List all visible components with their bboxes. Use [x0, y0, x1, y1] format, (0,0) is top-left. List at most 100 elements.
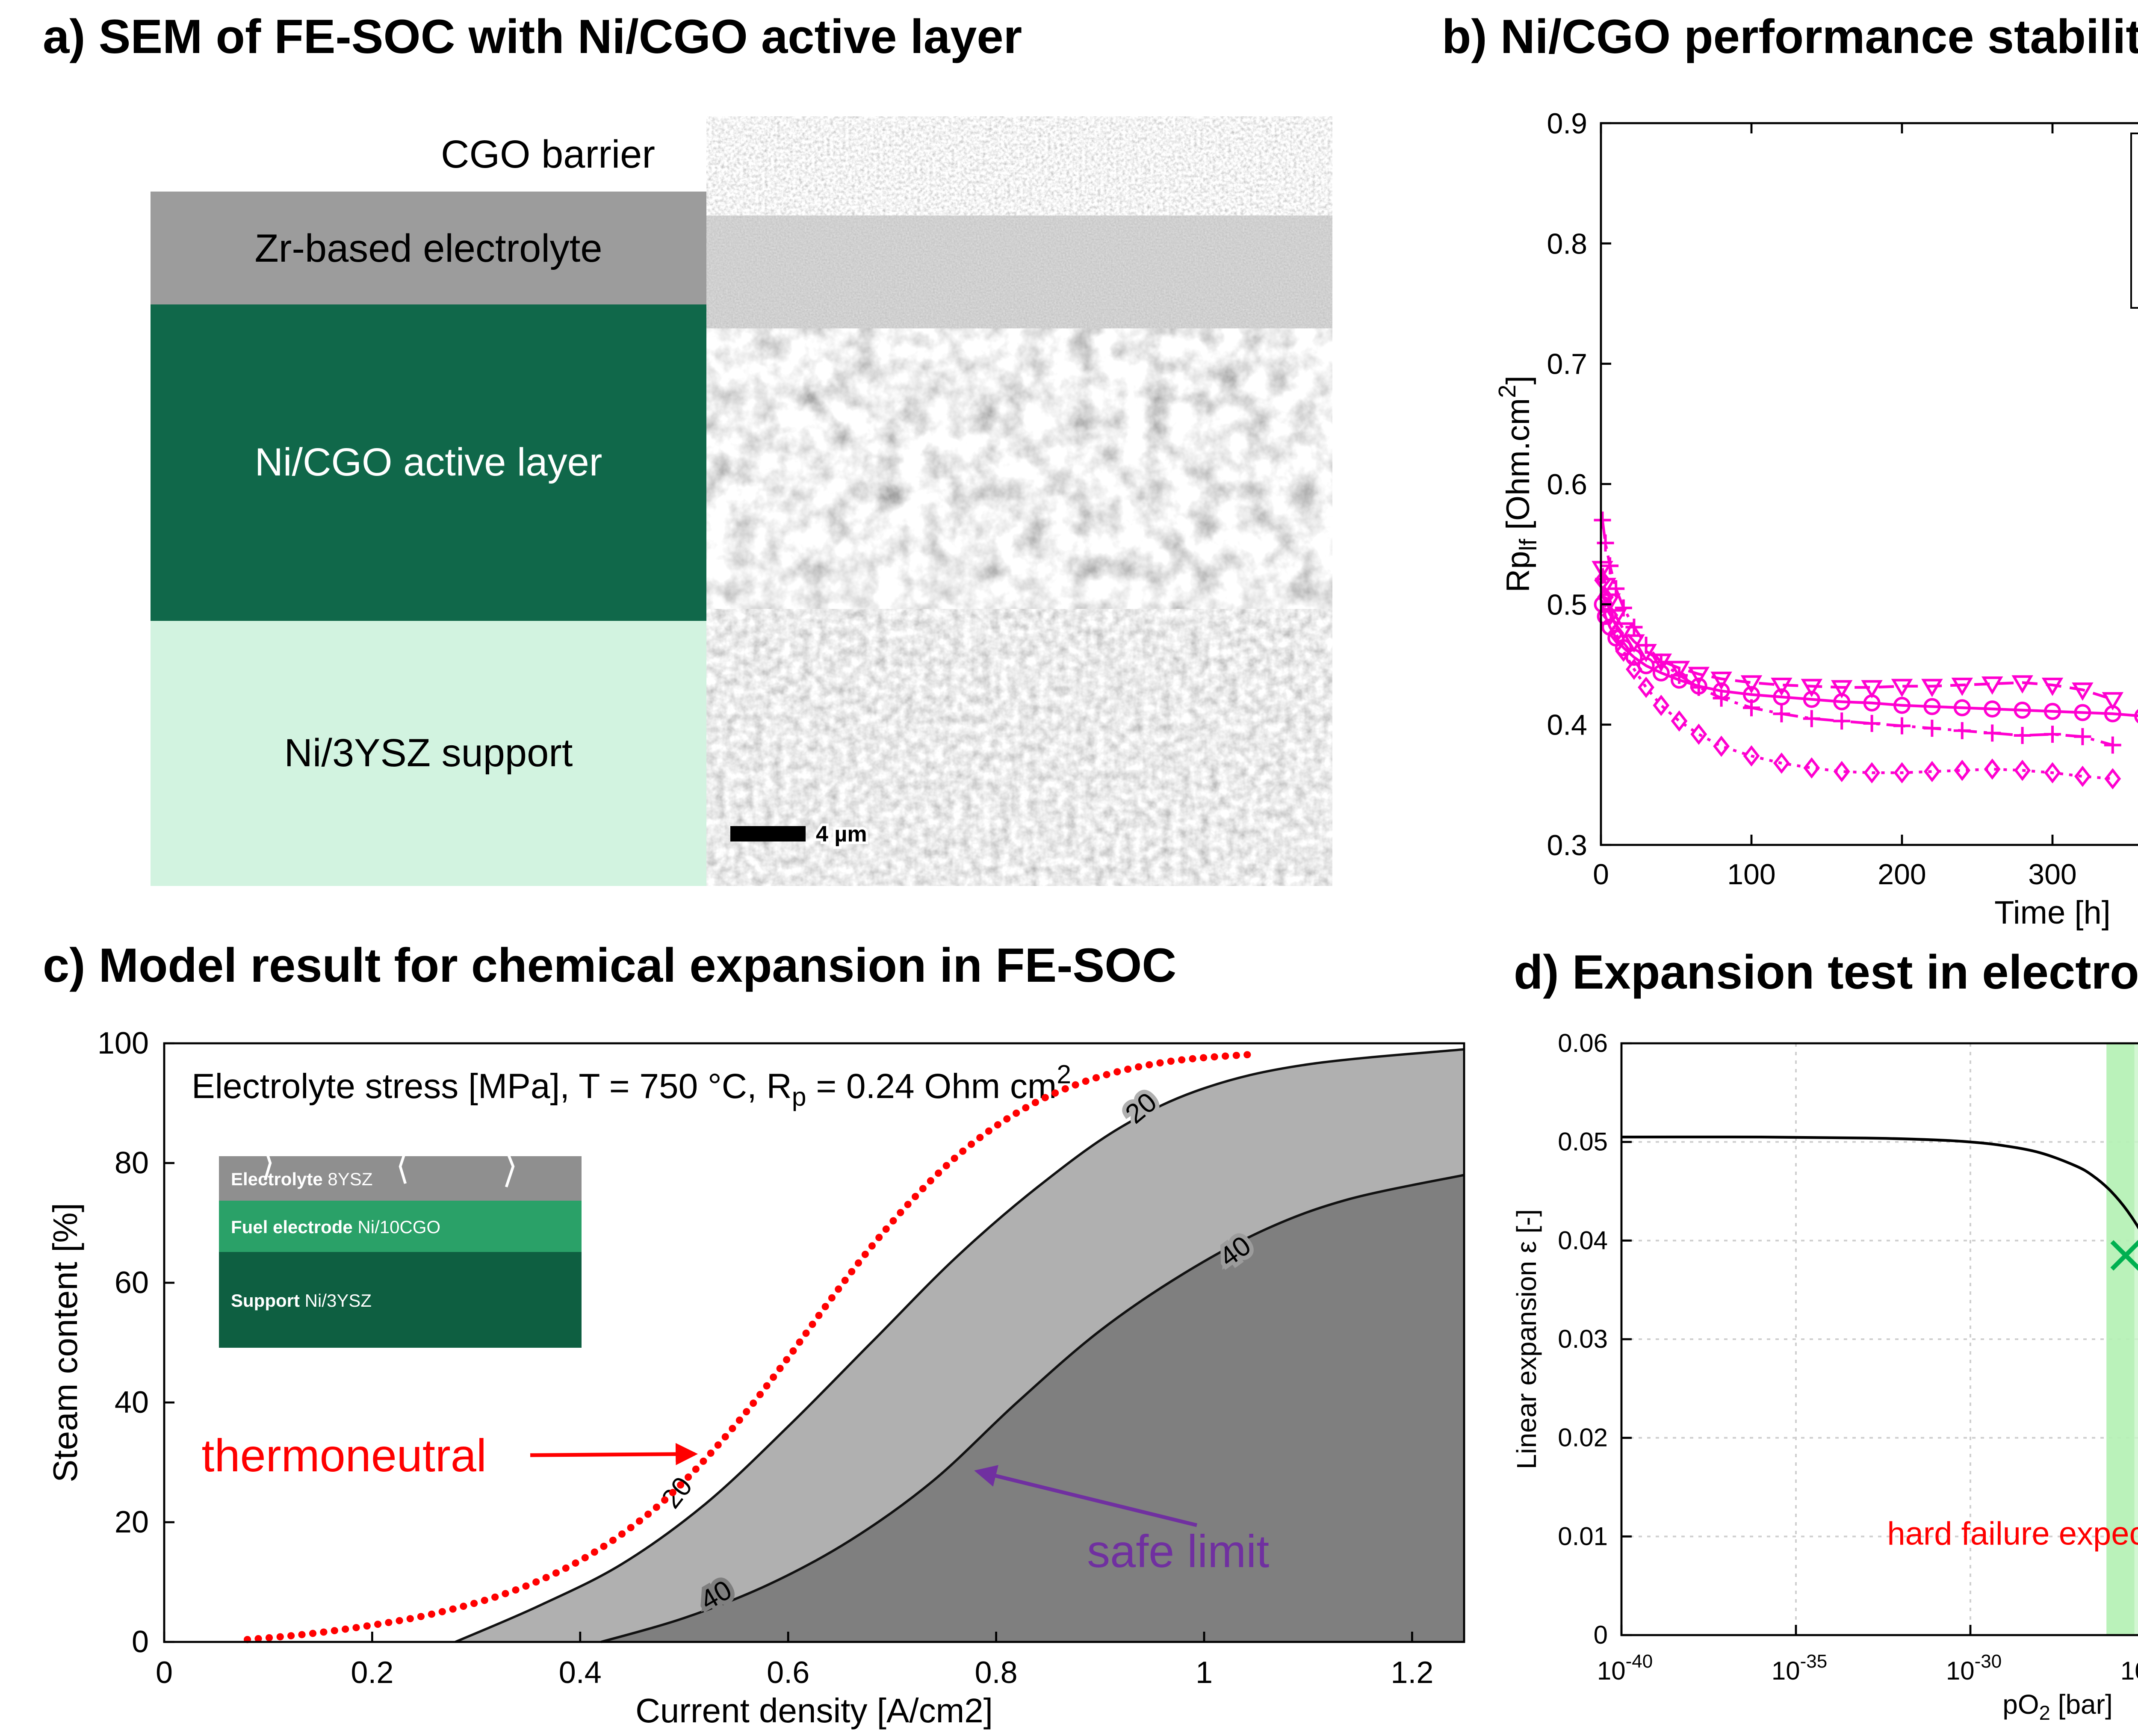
axis-ticks: 0 0.2 0.4 0.6 0.8 1 1.2 0 20 40 60 80 100 — [97, 1026, 1434, 1690]
y-axis-label: Linear expansion ε [-] — [1511, 1209, 1542, 1469]
series-markers — [1594, 570, 2121, 790]
stability-chart-svg: 01002003004005006000.30.40.50.60.70.80.9… — [1494, 107, 2138, 931]
layer-label: CGO barrier — [441, 131, 655, 175]
sem-band-electrolyte — [706, 216, 1332, 328]
sem-micrograph: 4 µm — [706, 116, 1332, 886]
layer-ni-3ysz-support: Ni/3YSZ support — [151, 621, 706, 886]
sem-band-active-layer — [706, 328, 1332, 609]
panel-a-title: a) SEM of FE-SOC with Ni/CGO active laye… — [43, 10, 1022, 63]
annotation-arrow — [974, 1465, 1198, 1527]
sem-scale-bar — [730, 826, 806, 841]
panel-d-title: d) Expansion test in electrolyte supp. c… — [1514, 946, 2138, 999]
inset-layer-label: Fuel electrode Ni/10CGO — [231, 1217, 440, 1237]
sem-band-cgo-barrier — [706, 116, 1332, 216]
panel-b-title: b) Ni/CGO performance stability — [1442, 10, 2138, 63]
svg-text:0.04: 0.04 — [1558, 1226, 1608, 1255]
annotation-arrow — [530, 1443, 698, 1465]
stress-regions — [455, 1048, 1465, 1643]
annotation-text: thermoneutral — [202, 1429, 487, 1481]
svg-text:0.2: 0.2 — [351, 1656, 393, 1690]
layer-ni-cgo-active: Ni/CGO active layer — [151, 304, 706, 621]
series-line — [1601, 568, 2113, 701]
inset-cell-schematic: Electrolyte 8YSZ Fuel electrode Ni/10CGO S… — [219, 1142, 582, 1348]
x-axis-label: Current density [A/cm2] — [635, 1692, 993, 1730]
svg-text:200: 200 — [1878, 858, 1926, 891]
svg-text:1.2: 1.2 — [1391, 1656, 1433, 1690]
expansion-model-chart: 20 40 20 40 Electrolyte 8YSZ Fuel electrode N… — [46, 1019, 1481, 1730]
stability-chart: 01002003004005006000.30.40.50.60.70.80.9… — [1494, 103, 2138, 931]
contour-line-40 — [600, 1174, 1465, 1643]
layer-cgo-barrier: CGO barrier — [151, 116, 706, 192]
inset-layer — [219, 1201, 582, 1252]
layer-label: Ni/3YSZ support — [284, 730, 573, 775]
crack-mark — [262, 1142, 272, 1181]
inset-layer-label: Support Ni/3YSZ — [231, 1290, 372, 1311]
sem-scale-label: 4 µm — [816, 822, 867, 847]
svg-text:0.02: 0.02 — [1558, 1423, 1608, 1452]
svg-text:1: 1 — [1196, 1656, 1213, 1690]
svg-text:0.6: 0.6 — [1547, 468, 1587, 501]
axis-ticks: 10-4010-3510-3010-2510-2010-1500.010.020… — [1558, 1029, 2138, 1685]
svg-text:0.05: 0.05 — [1558, 1128, 1608, 1156]
svg-text:100: 100 — [97, 1026, 149, 1060]
operating-band-inner — [2106, 1043, 2135, 1635]
marker-label: hard failure expected — [1887, 1516, 2138, 1552]
x-axis-label: pO2 [bar] — [2002, 1689, 2112, 1724]
layer-zr-electrolyte: Zr-based electrolyte — [151, 192, 706, 304]
svg-text:0.3: 0.3 — [1547, 829, 1587, 862]
svg-text:80: 80 — [115, 1146, 149, 1180]
legend-box — [2130, 133, 2138, 309]
svg-text:0.8: 0.8 — [1547, 227, 1587, 260]
svg-text:10-25: 10-25 — [2120, 1651, 2138, 1685]
layer-label: Ni/CGO active layer — [254, 440, 602, 484]
thermoneutral-curve — [244, 1050, 1260, 1643]
svg-text:0.06: 0.06 — [1558, 1029, 1608, 1057]
svg-text:20: 20 — [115, 1505, 149, 1539]
svg-text:10-30: 10-30 — [1946, 1651, 2002, 1685]
plot-box — [163, 1042, 1465, 1643]
y-axis-label: Steam content [%] — [46, 1203, 84, 1482]
series-markers — [1594, 511, 2121, 754]
svg-text:0.4: 0.4 — [559, 1656, 602, 1690]
svg-text:40: 40 — [115, 1385, 149, 1420]
series-line — [1601, 604, 2138, 717]
x-axis-label: Time [h] — [1994, 895, 2111, 931]
svg-text:300: 300 — [2028, 858, 2076, 891]
panel-c-title: c) Model result for chemical expansion i… — [43, 939, 1177, 992]
sem-band-support — [706, 609, 1332, 886]
expansion-test-svg: no hard failure observedhard failure exp… — [1511, 1029, 2138, 1724]
inset-layer — [219, 1252, 582, 1348]
svg-text:0: 0 — [132, 1625, 149, 1659]
svg-text:0.9: 0.9 — [1547, 107, 1587, 140]
svg-text:10-35: 10-35 — [1772, 1651, 1827, 1685]
layer-label: Zr-based electrolyte — [254, 225, 602, 269]
y-axis-label: Rplf [Ohm.cm2] — [1494, 375, 1541, 592]
svg-text:0: 0 — [1594, 1621, 1608, 1649]
annotation-text: safe limit — [1087, 1525, 1269, 1577]
svg-text:0.01: 0.01 — [1558, 1522, 1608, 1550]
legend: i=0.5 A/cm²i=0.9 A/cm²i=1.1 A/cm²i=1.3 A… — [2130, 133, 2138, 309]
contour-line-20 — [455, 1048, 1465, 1643]
expansion-test-chart: no hard failure observedhard failure exp… — [1502, 1019, 2138, 1727]
axis-ticks: 01002003004005006000.30.40.50.60.70.80.9 — [1547, 107, 2076, 891]
inset-layer-label: Electrolyte 8YSZ — [231, 1169, 372, 1189]
svg-text:0.6: 0.6 — [767, 1656, 809, 1690]
svg-text:0.4: 0.4 — [1547, 709, 1587, 741]
svg-text:100: 100 — [1727, 858, 1775, 891]
svg-text:0.7: 0.7 — [1547, 348, 1587, 381]
crack-mark — [399, 1145, 409, 1184]
cell-layer-schematic: CGO barrier Zr-based electrolyte Ni/CGO … — [151, 116, 706, 886]
expansion-curve — [1621, 1135, 2138, 1230]
svg-text:60: 60 — [115, 1266, 149, 1300]
svg-text:0.03: 0.03 — [1558, 1325, 1608, 1353]
series-group — [1592, 511, 2138, 790]
svg-text:0: 0 — [1593, 858, 1609, 891]
svg-text:10-40: 10-40 — [1597, 1651, 1653, 1685]
crack-mark — [505, 1148, 515, 1188]
svg-text:0: 0 — [156, 1656, 173, 1690]
stress-region-40 — [601, 1175, 1464, 1642]
plot-box — [1600, 122, 2138, 846]
sem-panel: CGO barrier Zr-based electrolyte Ni/CGO … — [151, 116, 1332, 886]
